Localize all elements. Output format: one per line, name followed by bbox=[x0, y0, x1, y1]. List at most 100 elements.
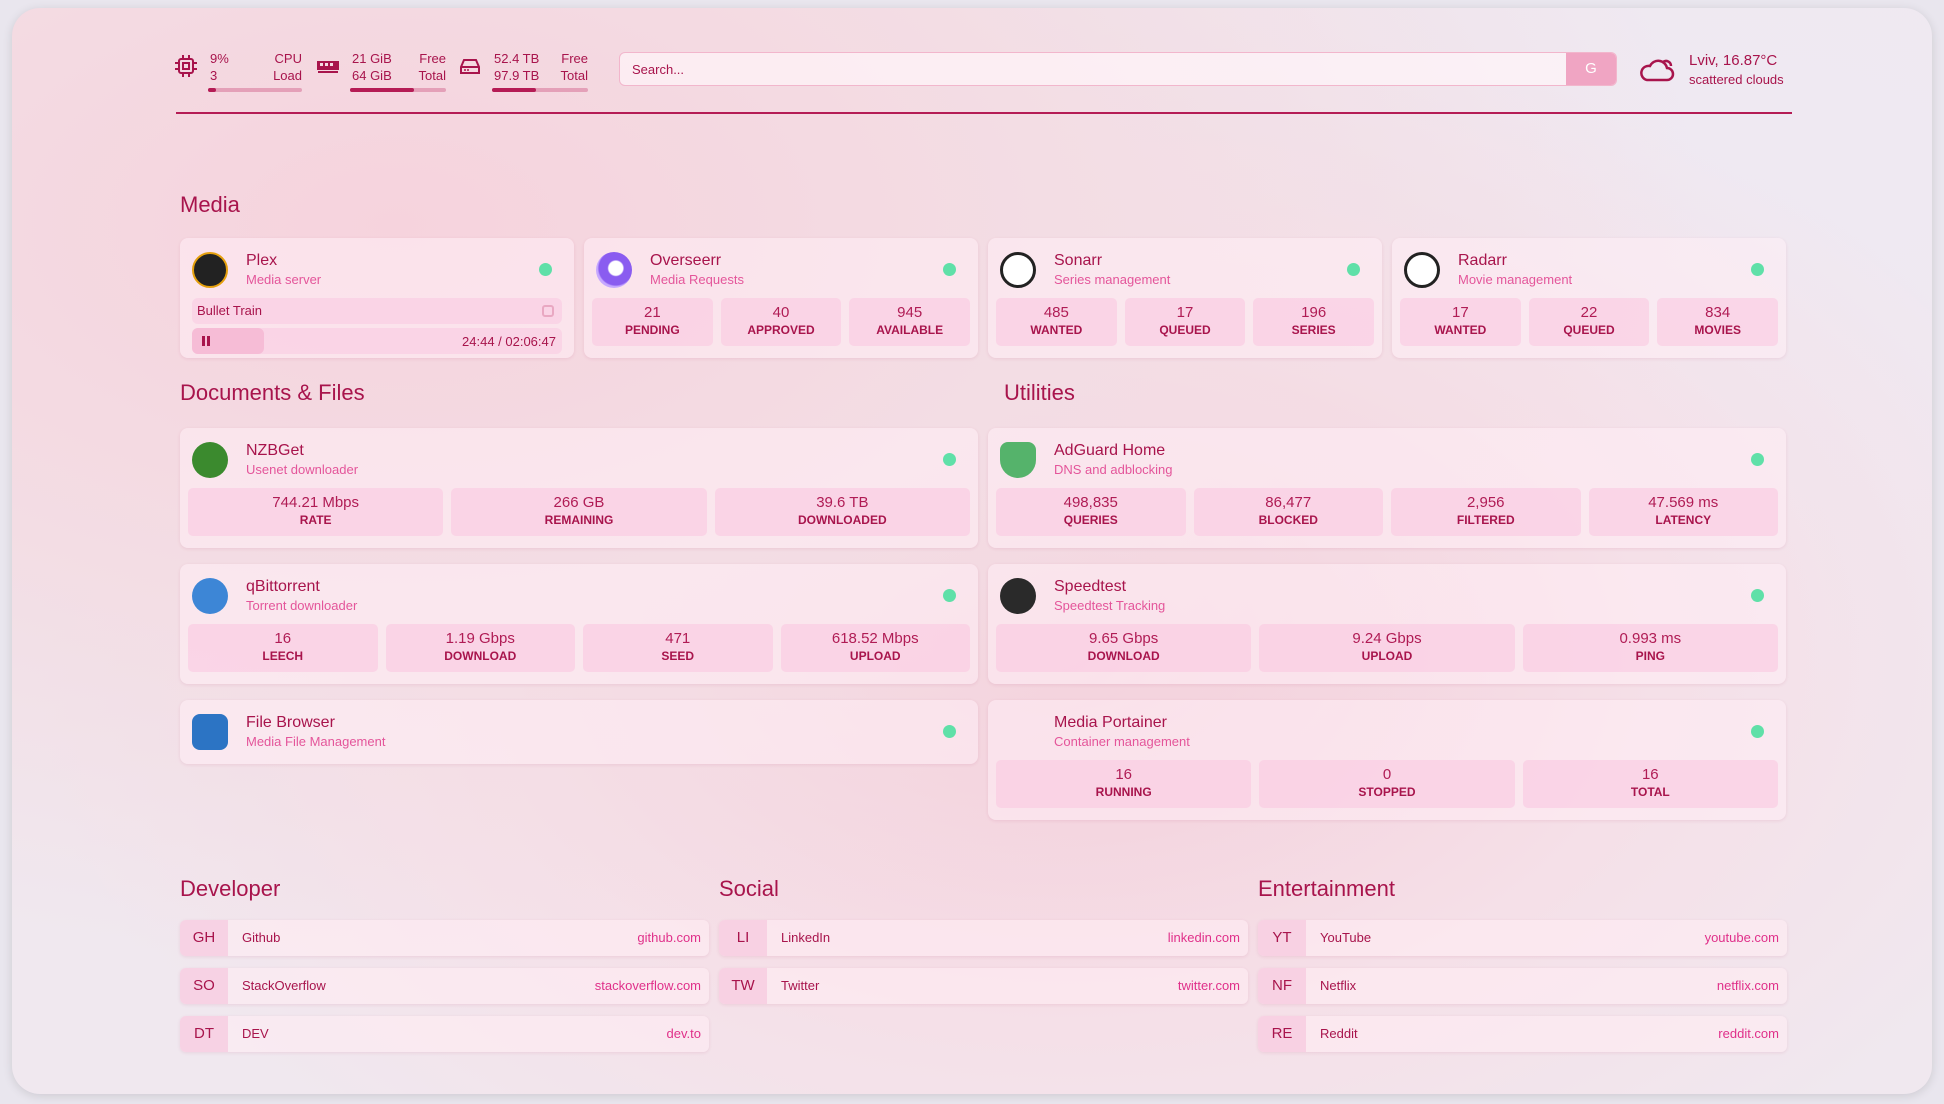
bookmark-name: Twitter bbox=[781, 978, 820, 993]
service-card[interactable]: Media Portainer Container management 16 RUN… bbox=[988, 700, 1786, 820]
stat-block: 266 GB REMAINING bbox=[451, 488, 707, 536]
service-card[interactable]: Sonarr Series management 485 WANTED 17 QUEUED… bbox=[988, 238, 1382, 358]
service-name[interactable]: Sonarr bbox=[1054, 252, 1103, 269]
stat-block: 86,477 BLOCKED bbox=[1193, 488, 1383, 536]
playback-time: 24:44 / 02:06:47 bbox=[462, 334, 556, 349]
stats-row: 17 WANTED 22 QUEUED 834 MOVIES bbox=[1400, 298, 1779, 346]
bookmark-name: DEV bbox=[242, 1026, 269, 1041]
service-card[interactable]: NZBGet Usenet downloader 744.21 Mbps RATE 26… bbox=[180, 428, 978, 548]
stat-value: 17 bbox=[1176, 304, 1194, 321]
qbittorrent-icon bbox=[192, 578, 228, 614]
stat-label: PING bbox=[1635, 649, 1665, 663]
bookmark-name: YouTube bbox=[1320, 930, 1372, 945]
disk-widget: 52.4 TB 97.9 TB Free Total bbox=[458, 48, 588, 92]
search-provider-button[interactable]: G bbox=[1566, 53, 1616, 85]
disk-total-label: Total bbox=[560, 68, 588, 83]
stat-block: 39.6 TB DOWNLOADED bbox=[714, 488, 970, 536]
stat-block: 47.569 ms LATENCY bbox=[1588, 488, 1778, 536]
stat-label: WANTED bbox=[1030, 323, 1083, 337]
service-card[interactable]: Overseerr Media Requests 21 PENDING 40 APPROV… bbox=[584, 238, 978, 358]
stat-block: 16 RUNNING bbox=[996, 760, 1252, 808]
bookmark-stackoverflow[interactable]: SO StackOverflow stackoverflow.com bbox=[180, 968, 709, 1004]
stat-value: 86,477 bbox=[1265, 494, 1312, 511]
stat-value: 2,956 bbox=[1466, 494, 1505, 511]
service-name[interactable]: Radarr bbox=[1458, 252, 1507, 269]
service-description: Torrent downloader bbox=[246, 598, 358, 613]
service-card[interactable]: qBittorrent Torrent downloader 16 LEECH 1.19… bbox=[180, 564, 978, 684]
file-browser-icon bbox=[192, 714, 228, 750]
service-name[interactable]: Speedtest bbox=[1054, 578, 1127, 595]
service-description: Speedtest Tracking bbox=[1054, 598, 1166, 613]
portainer-icon bbox=[1000, 714, 1036, 750]
stats-row: 21 PENDING 40 APPROVED 945 AVAILABLE bbox=[592, 298, 971, 346]
stat-block: 834 MOVIES bbox=[1657, 298, 1779, 346]
bookmark-abbr: TW bbox=[719, 968, 767, 1004]
nzbget-icon bbox=[192, 442, 228, 478]
bookmark-abbr: LI bbox=[719, 920, 767, 956]
stat-value: 16 bbox=[274, 630, 292, 647]
service-name[interactable]: File Browser bbox=[246, 714, 335, 731]
bookmark-dev[interactable]: DT DEV dev.to bbox=[180, 1016, 709, 1052]
stats-row: 485 WANTED 17 QUEUED 196 SERIES bbox=[996, 298, 1375, 346]
status-indicator bbox=[1751, 589, 1764, 602]
status-indicator bbox=[1751, 725, 1764, 738]
service-name[interactable]: qBittorrent bbox=[246, 578, 320, 595]
cpu-label: CPU bbox=[274, 51, 302, 66]
stat-label: QUEUED bbox=[1159, 323, 1211, 337]
stat-value: 47.569 ms bbox=[1648, 494, 1719, 511]
bookmark-linkedin[interactable]: LI LinkedIn linkedin.com bbox=[719, 920, 1248, 956]
service-card[interactable]: AdGuard Home DNS and adblocking 498,835 QUE… bbox=[988, 428, 1786, 548]
bookmark-netflix[interactable]: NF Netflix netflix.com bbox=[1258, 968, 1787, 1004]
service-name[interactable]: Overseerr bbox=[650, 252, 722, 269]
stat-value: 744.21 Mbps bbox=[272, 494, 360, 511]
service-name[interactable]: NZBGet bbox=[246, 442, 304, 459]
stat-block: 744.21 Mbps RATE bbox=[188, 488, 444, 536]
service-name[interactable]: Plex bbox=[246, 252, 278, 269]
disk-total-value: 97.9 TB bbox=[494, 68, 540, 83]
search-input[interactable] bbox=[620, 53, 1560, 85]
service-card[interactable]: Plex Media server Bullet Train 24:44 / 02:0… bbox=[180, 238, 574, 358]
bookmark-github[interactable]: GH Github github.com bbox=[180, 920, 709, 956]
bookmark-name: Github bbox=[242, 930, 281, 945]
service-card[interactable]: Speedtest Speedtest Tracking 9.65 Gbps DOWN… bbox=[988, 564, 1786, 684]
bookmark-name: LinkedIn bbox=[781, 930, 831, 945]
stat-block: 9.24 Gbps UPLOAD bbox=[1259, 624, 1515, 672]
stat-label: UPLOAD bbox=[1361, 649, 1413, 663]
stat-label: RUNNING bbox=[1095, 785, 1152, 799]
status-indicator bbox=[1347, 263, 1360, 276]
stat-block: 498,835 QUERIES bbox=[996, 488, 1186, 536]
header-divider bbox=[176, 112, 1792, 114]
service-card[interactable]: Radarr Movie management 17 WANTED 22 QUEUED 83… bbox=[1392, 238, 1786, 358]
bookmark-reddit[interactable]: RE Reddit reddit.com bbox=[1258, 1016, 1787, 1052]
stat-label: AVAILABLE bbox=[876, 323, 944, 337]
stat-block: 2,956 FILTERED bbox=[1391, 488, 1581, 536]
stat-label: STOPPED bbox=[1358, 785, 1416, 799]
stat-label: DOWNLOADED bbox=[797, 513, 887, 527]
service-name[interactable]: AdGuard Home bbox=[1054, 442, 1166, 459]
stat-value: 485 bbox=[1043, 304, 1069, 321]
stat-label: PENDING bbox=[624, 323, 680, 337]
service-description: Media Requests bbox=[650, 272, 744, 287]
service-card[interactable]: File Browser Media File Management bbox=[180, 700, 978, 764]
bookmark-youtube[interactable]: YT YouTube youtube.com bbox=[1258, 920, 1787, 956]
disk-bar bbox=[492, 88, 588, 92]
bookmark-twitter[interactable]: TW Twitter twitter.com bbox=[719, 968, 1248, 1004]
cpu-load-label: Load bbox=[273, 68, 302, 83]
playback-progress[interactable]: 24:44 / 02:06:47 bbox=[192, 328, 562, 354]
service-description: DNS and adblocking bbox=[1054, 462, 1173, 477]
service-description: Media server bbox=[246, 272, 322, 287]
stat-block: 21 PENDING bbox=[592, 298, 713, 346]
stat-label: SEED bbox=[661, 649, 695, 663]
memory-free-label: Free bbox=[419, 51, 446, 66]
service-description: Container management bbox=[1054, 734, 1190, 749]
memory-total-value: 64 GiB bbox=[352, 68, 392, 83]
now-playing-title: Bullet Train bbox=[197, 303, 263, 318]
stats-row: 744.21 Mbps RATE 266 GB REMAINING 39.6 TB DOW… bbox=[188, 488, 970, 536]
service-name[interactable]: Media Portainer bbox=[1054, 714, 1167, 731]
stat-value: 0.993 ms bbox=[1619, 630, 1682, 647]
stat-label: QUERIES bbox=[1063, 513, 1118, 527]
stat-value: 196 bbox=[1301, 304, 1327, 321]
pause-icon[interactable] bbox=[202, 336, 210, 346]
memory-bar bbox=[350, 88, 446, 92]
bookmark-url: stackoverflow.com bbox=[594, 978, 701, 993]
